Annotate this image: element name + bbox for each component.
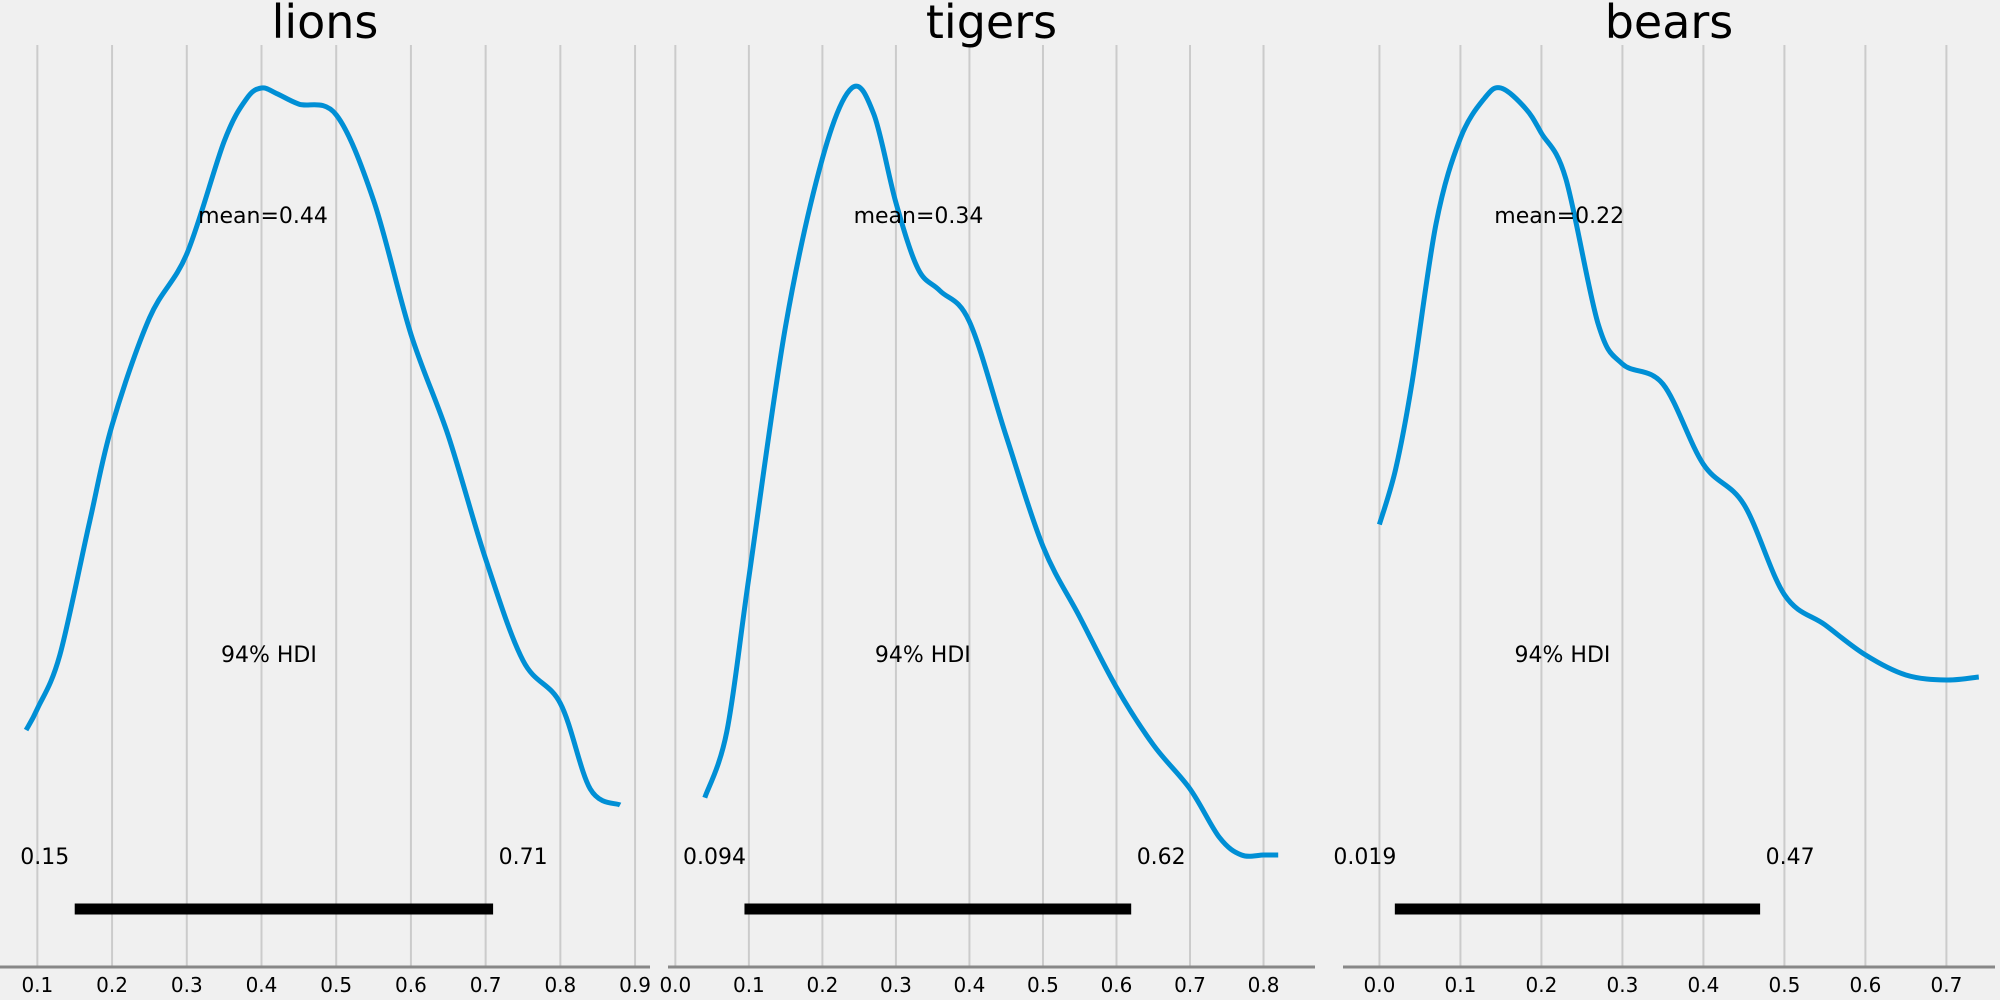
mean-label: mean=0.34	[854, 204, 984, 229]
hdi-label: 94% HDI	[875, 643, 971, 668]
hdi-high-label: 0.71	[499, 845, 548, 870]
x-tick-label: 0.7	[1174, 973, 1206, 997]
panel-title: bears	[1605, 0, 1734, 49]
x-tick-label: 0.0	[659, 973, 691, 997]
x-axis: 0.0 0.1 0.2 0.3 0.4 0.5 0.6 0.7 0.8	[659, 965, 1315, 997]
density-curve	[1377, 85, 1980, 683]
x-tick-label: 0.1	[1445, 973, 1477, 997]
x-axis: 0.1 0.2 0.3 0.4 0.5 0.6 0.7 0.8 0.9	[0, 965, 651, 997]
density-curve	[702, 83, 1279, 859]
hdi-low-label: 0.15	[20, 845, 69, 870]
mean-label: mean=0.44	[198, 204, 328, 229]
density-curve	[23, 85, 622, 808]
x-tick-label: 0.2	[1526, 973, 1558, 997]
x-tick-label: 0.2	[806, 973, 838, 997]
x-tick-label: 0.4	[246, 973, 278, 997]
x-tick-label: 0.3	[880, 973, 912, 997]
x-tick-label: 0.0	[1364, 973, 1396, 997]
panel-title: tigers	[926, 0, 1057, 49]
mean-label: mean=0.22	[1494, 204, 1624, 229]
panel-title: lions	[272, 0, 379, 49]
x-tick-label: 0.7	[470, 973, 502, 997]
x-tick-label: 0.6	[1101, 973, 1133, 997]
hdi-low-label: 0.019	[1333, 845, 1396, 870]
grid-lines	[36, 45, 637, 967]
x-tick-label: 0.6	[1850, 973, 1882, 997]
hdi-high-label: 0.62	[1137, 845, 1186, 870]
x-tick-label: 0.5	[320, 973, 352, 997]
hdi-low-label: 0.094	[683, 845, 746, 870]
x-tick-label: 0.5	[1769, 973, 1801, 997]
hdi-label: 94% HDI	[221, 643, 317, 668]
x-tick-label: 0.3	[1607, 973, 1639, 997]
x-tick-label: 0.1	[733, 973, 765, 997]
x-tick-label: 0.8	[544, 973, 576, 997]
panel-tigers: 0.0 0.1 0.2 0.3 0.4 0.5 0.6 0.7 0.8 tigers mean=…	[659, 0, 1315, 997]
x-tick-label: 0.4	[954, 973, 986, 997]
hdi-label: 94% HDI	[1515, 643, 1611, 668]
hdi-high-label: 0.47	[1766, 845, 1815, 870]
x-tick-label: 0.1	[21, 973, 53, 997]
grid-lines	[1378, 45, 1948, 967]
x-axis: 0.0 0.1 0.2 0.3 0.4 0.5 0.6 0.7	[1343, 965, 1995, 997]
x-tick-label: 0.4	[1688, 973, 1720, 997]
grid-lines	[674, 45, 1265, 967]
x-tick-label: 0.6	[395, 973, 427, 997]
x-tick-label: 0.5	[1027, 973, 1059, 997]
x-tick-label: 0.3	[171, 973, 203, 997]
panel-lions: 0.1 0.2 0.3 0.4 0.5 0.6 0.7 0.8 0.9 lions mean=0…	[0, 0, 651, 997]
x-tick-label: 0.8	[1248, 973, 1280, 997]
x-tick-label: 0.2	[96, 973, 128, 997]
x-tick-label: 0.9	[619, 973, 651, 997]
x-tick-label: 0.7	[1930, 973, 1962, 997]
panel-bears: 0.0 0.1 0.2 0.3 0.4 0.5 0.6 0.7 bears mean=0.22…	[1333, 0, 1995, 997]
